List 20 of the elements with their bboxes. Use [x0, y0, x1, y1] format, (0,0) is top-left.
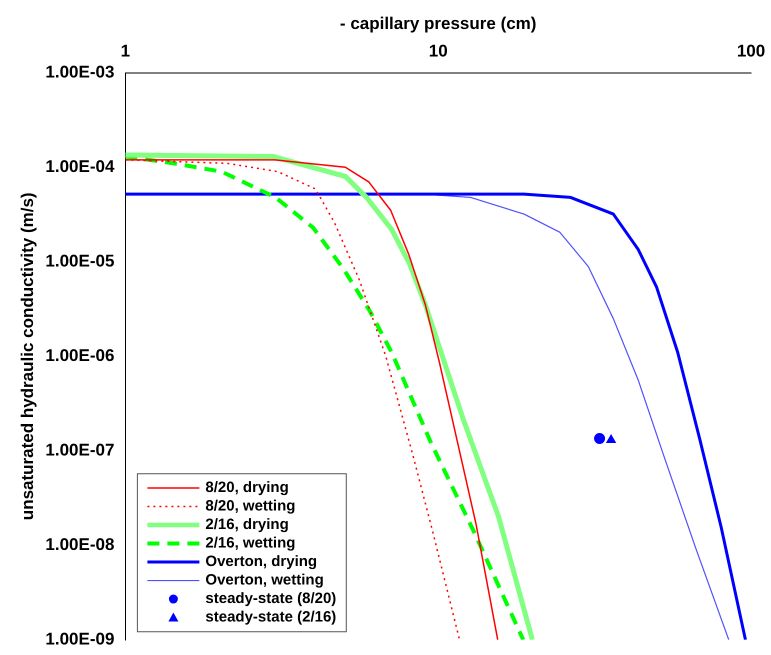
- x-tick-label: 1: [120, 41, 130, 60]
- y-tick-label: 1.00E-04: [45, 156, 115, 176]
- legend-label: steady-state (8/20): [205, 590, 336, 608]
- legend-label: 2/16, drying: [205, 516, 289, 534]
- legend-label: 8/20, drying: [205, 479, 289, 496]
- legend-label: Overton, drying: [205, 553, 318, 570]
- legend-label: 2/16, wetting: [205, 534, 296, 552]
- y-axis-title: unsaturated hydraulic conductivity (m/s): [18, 192, 37, 520]
- y-tick-label: 1.00E-08: [45, 534, 114, 554]
- y-tick-label: 1.00E-09: [45, 629, 114, 648]
- legend-label: steady-state (2/16): [205, 608, 336, 626]
- y-tick-label: 1.00E-07: [45, 440, 114, 460]
- y-tick-label: 1.00E-06: [45, 346, 114, 365]
- x-axis-title: - capillary pressure (cm): [340, 14, 536, 33]
- y-tick-label: 1.00E-05: [45, 251, 114, 270]
- y-tick-label: 1.00E-03: [45, 62, 114, 82]
- legend-label: 8/20, wetting: [205, 498, 296, 515]
- x-tick-label: 100: [736, 41, 766, 60]
- x-tick-label: 10: [428, 41, 448, 60]
- legend-label: Overton, wetting: [205, 572, 324, 589]
